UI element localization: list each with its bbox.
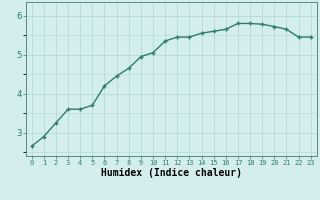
X-axis label: Humidex (Indice chaleur): Humidex (Indice chaleur) — [101, 168, 242, 178]
